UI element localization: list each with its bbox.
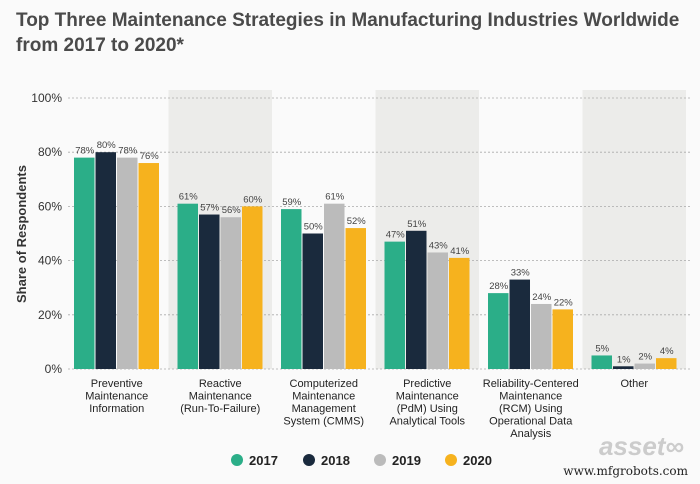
data-label: 78%: [75, 146, 95, 157]
bar-2019: [634, 363, 655, 369]
data-label: 4%: [660, 346, 674, 357]
bar-2018: [613, 366, 634, 369]
x-tick-label: Reactive: [199, 378, 242, 390]
bar-2017: [591, 355, 612, 369]
data-label: 57%: [200, 203, 220, 214]
legend-label: 2017: [249, 453, 278, 468]
x-tick-label: Reliability-Centered: [483, 378, 579, 390]
x-tick-label: (PdM) Using: [397, 403, 458, 415]
bar-2020: [138, 163, 159, 369]
x-tick-label: (RCM) Using: [499, 403, 563, 415]
data-label: 80%: [97, 140, 117, 151]
data-label: 47%: [386, 230, 406, 241]
x-tick-label: Other: [620, 378, 648, 390]
x-tick-label: Maintenance: [85, 391, 148, 403]
band-shade: [582, 90, 686, 369]
watermark: www.mfgrobots.com: [563, 464, 688, 478]
bar-2018: [302, 233, 323, 369]
y-tick-label: 0%: [45, 362, 63, 376]
data-label: 22%: [554, 297, 574, 308]
x-tick-label: Management: [292, 403, 356, 415]
x-tick-label: Maintenance: [292, 391, 355, 403]
legend-marker-2019: [374, 454, 386, 466]
y-tick-label: 20%: [38, 308, 62, 322]
x-tick-label: Maintenance: [396, 391, 459, 403]
x-tick-label: System (CMMS): [283, 416, 364, 428]
data-label: 5%: [595, 343, 609, 354]
data-label: 41%: [450, 246, 470, 257]
bar-2020: [449, 257, 470, 369]
bar-2018: [95, 152, 116, 369]
bar-2018: [509, 279, 530, 369]
y-tick-label: 100%: [31, 91, 62, 105]
bar-2019: [220, 217, 241, 369]
data-label: 50%: [304, 222, 324, 233]
legend-label: 2020: [463, 453, 492, 468]
x-tick-label: (Run-To-Failure): [180, 403, 260, 415]
y-axis-label: Share of Respondents: [14, 165, 29, 303]
data-label: 59%: [282, 197, 302, 208]
legend-marker-2018: [303, 454, 315, 466]
x-tick-label: Preventive: [91, 378, 143, 390]
x-tick-label: Analysis: [510, 428, 551, 440]
data-label: 28%: [489, 281, 509, 292]
data-label: 76%: [140, 151, 160, 162]
y-tick-label: 60%: [38, 199, 62, 213]
x-tick-label: Maintenance: [189, 391, 252, 403]
bar-2019: [427, 252, 448, 369]
bar-2019: [117, 157, 138, 369]
data-label: 78%: [118, 146, 138, 157]
data-label: 1%: [617, 354, 631, 365]
x-tick-label: Information: [89, 403, 144, 415]
data-label: 24%: [532, 292, 552, 303]
bar-2017: [384, 241, 405, 369]
asset-logo: asset∞: [598, 431, 684, 461]
bar-2018: [406, 230, 427, 369]
data-label: 51%: [407, 219, 427, 230]
legend-label: 2019: [392, 453, 421, 468]
chart-title: Top Three Maintenance Strategies in Manu…: [16, 10, 680, 56]
bar-2019: [531, 303, 552, 369]
x-tick-label: Operational Data: [489, 416, 573, 428]
y-tick-label: 80%: [38, 145, 62, 159]
bar-2018: [199, 214, 220, 369]
x-tick-label: Maintenance: [499, 391, 562, 403]
y-tick-label: 40%: [38, 254, 62, 268]
data-label: 52%: [347, 216, 367, 227]
bar-2017: [281, 209, 302, 369]
data-label: 61%: [325, 192, 345, 203]
x-tick-label: Analytical Tools: [389, 416, 465, 428]
data-label: 43%: [429, 240, 449, 251]
data-label: 33%: [511, 268, 531, 279]
bar-2020: [242, 206, 263, 369]
data-label: 61%: [179, 192, 199, 203]
legend-marker-2020: [445, 454, 457, 466]
bar-2019: [324, 203, 345, 369]
x-tick-label: Predictive: [403, 378, 451, 390]
data-label: 60%: [243, 194, 263, 205]
bar-2020: [656, 358, 677, 369]
data-label: 2%: [638, 352, 652, 363]
x-tick-label: Computerized: [290, 378, 358, 390]
data-label: 56%: [222, 205, 242, 216]
bar-2020: [345, 228, 366, 369]
bar-2017: [177, 203, 198, 369]
legend-marker-2017: [231, 454, 243, 466]
bar-2017: [488, 293, 509, 369]
bar-2017: [74, 157, 95, 369]
legend-label: 2018: [321, 453, 350, 468]
bar-2020: [552, 309, 573, 369]
